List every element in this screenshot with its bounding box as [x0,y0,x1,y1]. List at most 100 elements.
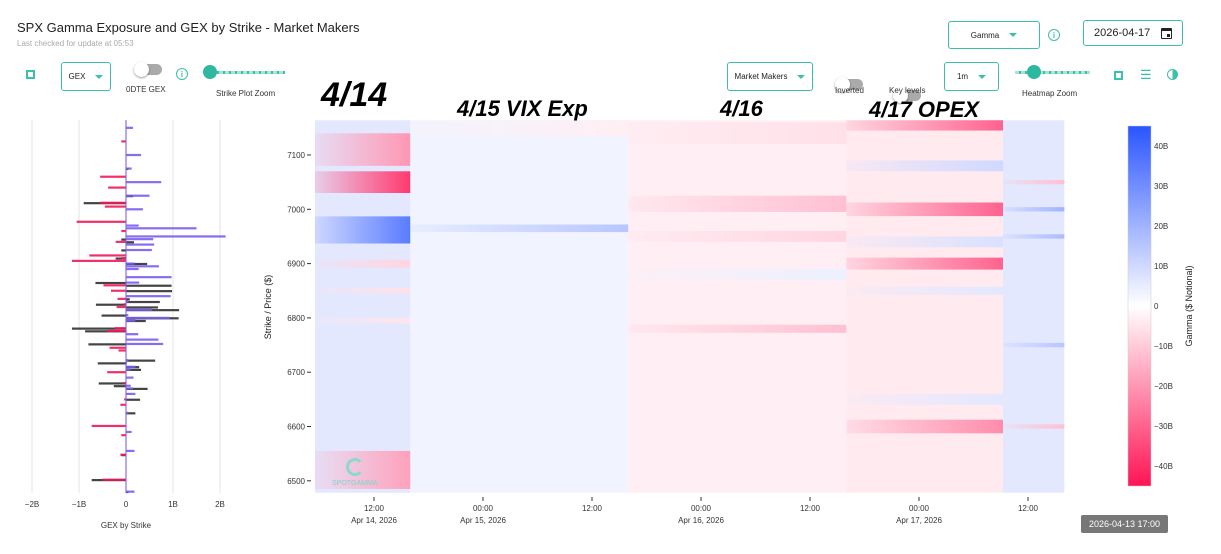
prior-gex-bar [126,241,134,244]
fullscreen-icon[interactable] [1114,71,1123,80]
gex-bar [108,186,126,189]
key-levels-label: Key levels [889,86,926,95]
interval-select[interactable]: 1m [944,62,999,91]
gex-bar [107,371,126,374]
date-input[interactable]: 2026-04-17 [1083,20,1183,46]
heatmap-band [1003,207,1065,212]
prior-gex-bar [85,330,126,333]
annotation-4-17: 4/17 OPEX [869,97,980,122]
metric-select[interactable]: Gamma [948,21,1040,49]
gex-bar [120,453,126,456]
heatmap-band [846,419,1004,434]
gex-bar [126,300,129,303]
heatmap-band [410,224,629,233]
colorbar-tick-label: 0 [1154,302,1159,311]
gex-bar [126,281,140,284]
heatmap-band [314,171,411,194]
info-icon[interactable]: i [176,68,188,80]
x-tick-date: Apr 17, 2026 [896,516,942,525]
gex-by-strike-chart: −2B −1B 0 1B 2B GEX by Strike [25,120,226,530]
gex-bar [89,254,126,257]
gex-bar [114,327,126,330]
annotation-4-16: 4/16 [720,96,763,121]
inverted-toggle[interactable] [835,77,863,92]
heatmap-segment [1003,120,1065,493]
gex-bar [126,368,131,371]
gex-bar [91,424,126,428]
gex-select[interactable]: GEX [61,62,111,91]
slider-handle[interactable] [203,65,217,79]
heatmap-band [314,317,411,324]
colorbar-label: Gamma ($ Notional) [1184,265,1194,346]
x-tick-date: Apr 16, 2026 [678,516,724,525]
gex-bar [76,220,126,223]
heatmap-zoom-slider[interactable] [1015,65,1090,79]
gex-bar [126,316,170,319]
gex-bar [115,240,126,243]
colorbar-tick-label: 20B [1154,222,1168,231]
colorbar-tick-label: −10B [1154,342,1173,351]
odte-gex-toggle[interactable] [134,62,162,77]
heatmap-segment [846,120,1004,493]
x-tick-label: 0 [124,500,129,509]
heatmap-band [410,120,629,136]
gex-bar [116,305,126,309]
heatmap-band [846,393,1004,405]
fullscreen-icon[interactable] [26,70,35,79]
gex-bar [126,181,162,184]
gex-bar [71,259,126,262]
gex-bar [126,153,142,157]
strike-plot-zoom-slider[interactable] [203,65,285,79]
gamma-heatmap: 7100 7000 6900 6800 6700 6600 6500 Strike / Pri… [263,120,1065,525]
slider-handle[interactable] [1027,65,1041,79]
gex-bar [120,403,126,406]
prior-gex-bar [126,262,148,266]
heatmap-band [1003,424,1065,429]
x-tick-label: 1B [168,500,178,509]
gex-bar [126,314,129,317]
gex-bar [109,346,126,349]
settings-sliders-icon[interactable]: ☰ [1140,67,1152,82]
x-tick-label: 00:00 [691,504,712,513]
x-tick-label: 2B [215,500,225,509]
key-levels-toggle[interactable] [893,88,921,103]
x-tick-label: 12:00 [364,504,385,513]
prior-gex-bar [126,290,173,293]
gex-bar [126,411,129,415]
contrast-icon[interactable] [1167,69,1178,80]
heatmap-band [314,133,411,166]
gex-bar [126,243,155,246]
prior-gex-bar [121,238,126,241]
heatmap-zoom-label: Heatmap Zoom [1022,89,1078,98]
heatmap-band [628,195,847,213]
gex-bar [126,265,159,268]
heatmap-band [846,286,1004,295]
prior-gex-bar [101,314,126,317]
gex-bar [121,257,126,260]
heatmap-band [314,288,411,294]
gex-bar [126,376,134,379]
colorbar-tick-label: 30B [1154,182,1168,191]
inverted-label: Inverted [835,86,864,95]
gex-bar [126,308,152,311]
participant-select[interactable]: Market Makers [727,62,813,91]
prior-gex-bar [97,362,126,365]
calendar-icon[interactable] [1161,27,1172,39]
gex-bar [102,478,126,481]
gex-bar [118,349,126,352]
prior-gex-bar [126,298,130,301]
gex-bar [126,126,134,129]
heatmap-band [628,324,847,333]
info-icon[interactable]: i [1048,29,1060,41]
gex-bar [126,262,135,265]
colorbar: 40B 30B 20B 10B 0 −10B −20B −30B −40B Gamma ($ No… [1127,125,1194,487]
prior-gex-bar [126,284,172,287]
gex-bar [126,359,129,362]
prior-gex-bar [126,319,146,323]
prior-gex-bar [98,382,126,385]
gex-bar [100,175,126,178]
y-tick-label: 7100 [287,151,305,160]
gex-bar [121,229,126,233]
gex-select-value: GEX [68,72,86,81]
gex-bar [124,398,126,401]
